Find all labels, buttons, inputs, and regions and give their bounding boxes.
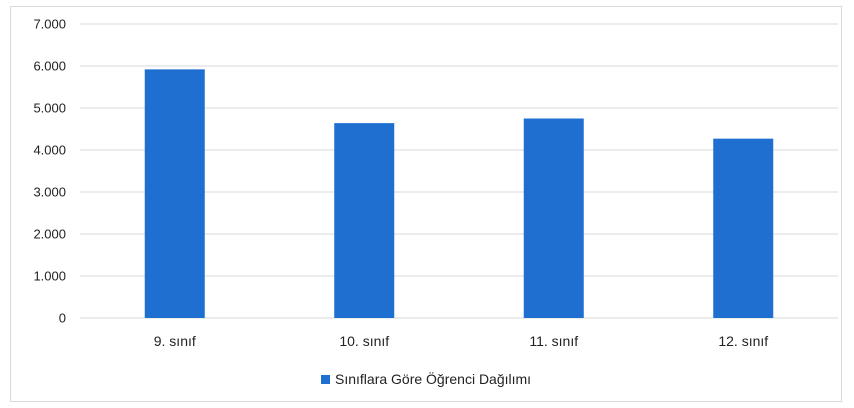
x-category-label: 9. sınıf (154, 333, 196, 349)
y-tick-label: 1.000 (33, 269, 66, 284)
y-tick-label: 6.000 (33, 59, 66, 74)
x-category-label: 10. sınıf (339, 333, 389, 349)
y-tick-label: 0 (59, 311, 66, 326)
legend-label: Sınıflara Göre Öğrenci Dağılımı (335, 370, 531, 387)
y-tick-label: 3.000 (33, 185, 66, 200)
bar (144, 69, 205, 318)
x-category-label: 11. sınıf (529, 333, 578, 349)
grid-lines (80, 23, 838, 319)
y-axis-ticks: 0 1.000 2.000 3.000 4.000 5.000 6.000 7.000 (33, 17, 66, 326)
x-category-label: 12. sınıf (718, 333, 768, 349)
bar (523, 118, 584, 318)
bar (334, 123, 395, 319)
legend: Sınıflara Göre Öğrenci Dağılımı (321, 370, 531, 387)
y-tick-label: 7.000 (33, 17, 66, 32)
y-tick-label: 2.000 (33, 227, 66, 242)
bars (144, 69, 774, 319)
y-tick-label: 4.000 (33, 143, 66, 158)
legend-swatch (321, 375, 330, 384)
y-tick-label: 5.000 (33, 101, 66, 116)
x-axis-categories: 9. sınıf 10. sınıf 11. sınıf 12. sınıf (154, 333, 769, 349)
bar (713, 138, 774, 318)
